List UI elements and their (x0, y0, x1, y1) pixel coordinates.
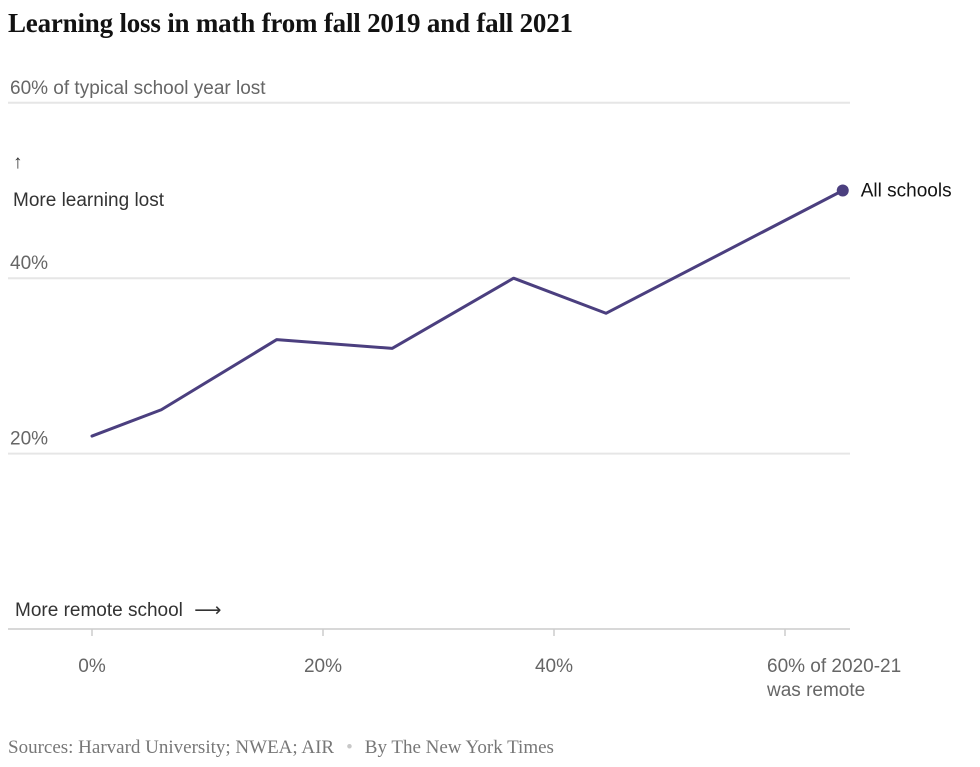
direction-annotations: ↑ More learning lost More remote school … (13, 152, 221, 621)
y-tick-label: 20% (10, 429, 48, 450)
x-tick-label: 20% (304, 656, 342, 677)
y-axis-labels: 60% of typical school year lost 40% 20% (10, 78, 266, 450)
byline: By The New York Times (364, 737, 554, 758)
source-note: Sources: Harvard University; NWEA; AIR • B… (8, 737, 554, 759)
gridlines (8, 101, 850, 455)
source-separator: • (346, 737, 353, 758)
series-end-marker (836, 184, 849, 197)
x-tick-label: 60% of 2020-21 was remote (766, 656, 901, 701)
chart-title: Learning loss in math from fall 2019 and… (8, 8, 573, 38)
y-direction-arrow: ↑ (13, 152, 23, 173)
x-axis: 0% 20% 40% 60% of 2020-21 was remote (8, 628, 901, 701)
x-tick-label-line: 0% (78, 656, 106, 677)
y-tick-label: 60% of typical school year lost (10, 78, 266, 99)
sources-text: Sources: Harvard University; NWEA; AIR (8, 737, 335, 758)
x-tick-label-line: 20% (304, 656, 342, 677)
series-layer: All schools (90, 181, 952, 438)
x-tick-label-line: 40% (535, 656, 573, 677)
x-tick-label-line: 60% of 2020-21 (767, 656, 901, 677)
y-direction-label: More learning lost (13, 190, 165, 211)
series-line (90, 189, 845, 438)
line-chart: 60% of typical school year lost 40% 20% ↑ … (8, 78, 952, 701)
x-tick-label: 0% (78, 656, 106, 677)
x-tick-label: 40% (535, 656, 573, 677)
series-label: All schools (861, 181, 952, 202)
x-direction-label: More remote school ⟶ (15, 600, 221, 621)
y-tick-label: 40% (10, 253, 48, 274)
x-tick-label-line: was remote (766, 680, 865, 701)
